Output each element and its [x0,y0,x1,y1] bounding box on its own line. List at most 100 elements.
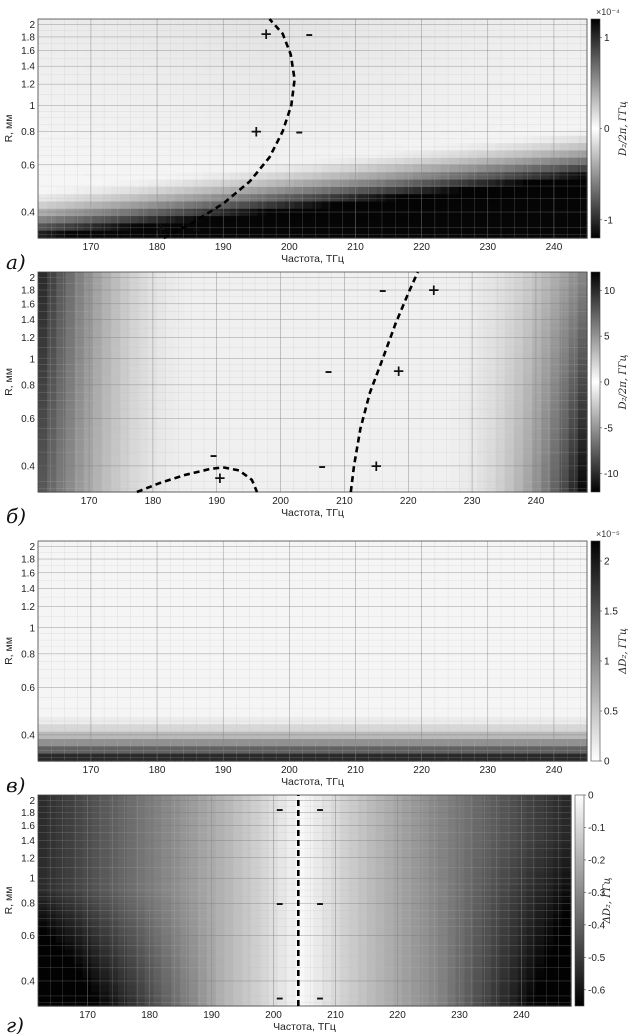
heat-cell [65,548,75,556]
heat-cell [75,578,85,586]
heat-cell [532,419,542,427]
heat-cell [203,19,213,27]
heat-cell [148,26,158,34]
heat-cell [148,666,158,674]
heat-cell [505,172,515,180]
heat-cell [441,316,451,324]
heat-cell [221,389,231,397]
heat-cell [569,404,579,412]
heat-cell [84,194,94,202]
heat-cell [560,629,570,637]
heat-cell [84,231,94,239]
heat-cell [65,180,75,188]
heat-cell [532,666,542,674]
heat-cell [560,541,570,549]
heat-cell [340,92,350,100]
heat-cell [550,658,560,666]
heat-cell [459,622,469,630]
heat-cell [166,158,176,166]
heat-cell [560,172,570,180]
heat-cell [258,585,268,593]
heat-cell [194,56,204,64]
heat-cell [459,158,469,166]
heat-cell [532,92,542,100]
colorbar-tick-label: 5 [604,332,610,343]
heat-cell [331,448,341,456]
heat-cell [422,187,432,195]
heat-cell [184,209,194,217]
heat-cell [459,287,469,295]
heat-cell [377,99,387,107]
heat-cell [120,63,130,71]
heat-cell [65,629,75,637]
heat-cell [148,556,158,564]
heat-cell [450,172,460,180]
heat-cell [468,622,478,630]
heat-cell [65,389,75,397]
heat-cell [395,651,405,659]
heat-cell [367,294,377,302]
heat-cell [239,34,249,42]
heat-cell [267,272,277,280]
heat-cell [139,85,149,93]
heat-cell [203,150,213,158]
heat-cell [175,345,185,353]
heat-cell [157,463,167,471]
heat-cell [38,287,48,295]
heat-cell [496,441,506,449]
heat-cell [166,614,176,622]
heat-cell [358,614,368,622]
heat-cell [532,194,542,202]
heat-cell [75,202,85,210]
heat-cell [267,673,277,681]
heat-cell [38,570,48,578]
heat-cell [285,607,295,615]
heat-cell [84,136,94,144]
heat-cell [75,48,85,56]
heat-cell [221,636,231,644]
heat-cell [358,129,368,137]
plus-sign: + [392,362,405,380]
heat-cell [221,279,231,287]
heat-cell [313,294,323,302]
heat-cell [130,121,140,129]
heat-cell [569,463,579,471]
heat-cell [139,129,149,137]
heat-cell [65,585,75,593]
heat-cell [477,419,487,427]
heat-cell [65,563,75,571]
heat-cell [358,578,368,586]
heat-cell [166,563,176,571]
heat-cell [569,614,579,622]
heat-cell [541,223,551,231]
heat-cell [514,448,524,456]
heat-cell [93,158,103,166]
heat-cell [468,187,478,195]
heat-cell [569,279,579,287]
heat-cell [340,375,350,383]
heat-cell [130,367,140,375]
heat-cell [230,433,240,441]
heat-cell [212,92,222,100]
heat-cell [441,651,451,659]
heat-cell [523,172,533,180]
heat-cell [157,360,167,368]
heat-cell [194,34,204,42]
heat-cell [303,209,313,217]
heat-cell [303,548,313,556]
heat-cell [221,375,231,383]
heat-cell [395,404,405,412]
heat-cell [267,92,277,100]
heat-cell [541,121,551,129]
heat-cell [486,279,496,287]
heat-cell [139,143,149,151]
heat-cell [560,216,570,224]
heat-cell [230,114,240,122]
heat-cell [514,231,524,239]
heat-cell [102,607,112,615]
heat-cell [441,673,451,681]
heat-cell [166,411,176,419]
heat-cell [477,34,487,42]
heat-cell [486,287,496,295]
heat-cell [532,345,542,353]
